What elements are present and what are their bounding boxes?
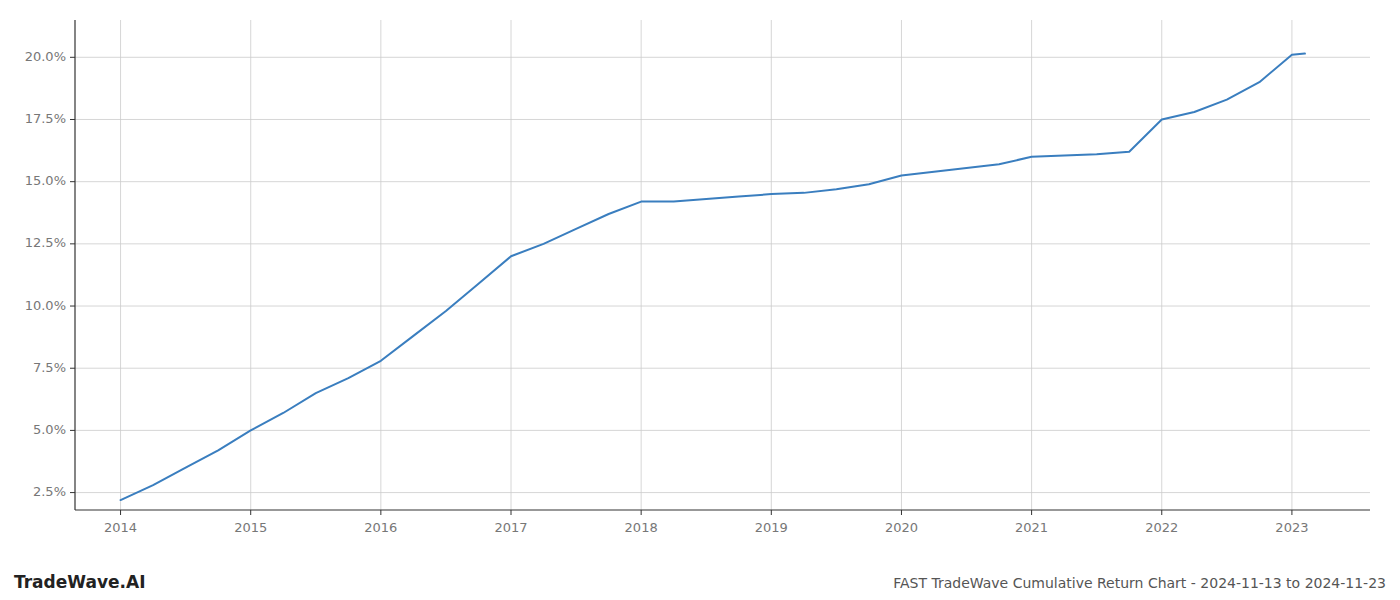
x-tick-label: 2015 [234,520,267,535]
y-tick [70,430,75,431]
y-tick [70,119,75,120]
x-tick-label: 2019 [755,520,788,535]
y-grid-line [75,368,1370,369]
x-tick [250,510,251,515]
y-tick-label: 12.5% [25,235,66,250]
axes: 2.5% 5.0% 7.5% 10.0% 12.5% 15.0% 17.5% 20.0% 201… [25,20,1370,535]
x-tick-label: 2016 [364,520,397,535]
y-grid-line [75,492,1370,493]
y-tick-label: 20.0% [25,49,66,64]
chart: 2.5% 5.0% 7.5% 10.0% 12.5% 15.0% 17.5% 20.0% 201… [0,0,1400,600]
x-grid-line [1161,20,1162,510]
x-grid-line [380,20,381,510]
x-tick-label: 2014 [104,520,137,535]
x-tick-label: 2022 [1145,520,1178,535]
x-grid-line [771,20,772,510]
y-grid-line [75,243,1370,244]
x-tick-label: 2020 [885,520,918,535]
x-grid-line [250,20,251,510]
y-tick-label: 17.5% [25,111,66,126]
plot-area [121,54,1305,500]
x-tick [380,510,381,515]
y-tick-label: 15.0% [25,173,66,188]
x-grid-line [901,20,902,510]
x-tick-label: 2017 [494,520,527,535]
x-tick-label: 2018 [625,520,658,535]
y-grid-line [75,306,1370,307]
x-tick [1291,510,1292,515]
y-tick-label: 7.5% [33,360,66,375]
x-tick [120,510,121,515]
x-tick [901,510,902,515]
x-tick-label: 2023 [1275,520,1308,535]
y-grid-line [75,181,1370,182]
x-grid-line [641,20,642,510]
line [121,54,1305,500]
x-grid-line [120,20,121,510]
x-tick [1161,510,1162,515]
y-tick [70,181,75,182]
y-tick-label: 5.0% [33,422,66,437]
x-tick [1031,510,1032,515]
y-tick [70,492,75,493]
grid [75,20,1370,510]
y-tick [70,368,75,369]
x-tick [771,510,772,515]
y-grid-line [75,119,1370,120]
y-grid-line [75,430,1370,431]
watermark: TradeWave.AI [14,572,145,592]
x-tick [641,510,642,515]
title: FAST TradeWave Cumulative Return Chart -… [893,575,1386,591]
y-tick [70,243,75,244]
x-tick [511,510,512,515]
x-grid-line [1031,20,1032,510]
y-tick [70,306,75,307]
y-tick [70,57,75,58]
y-tick-label: 10.0% [25,298,66,313]
x-grid-line [511,20,512,510]
y-tick-label: 2.5% [33,484,66,499]
x-tick-label: 2021 [1015,520,1048,535]
y-grid-line [75,57,1370,58]
x-axis-line [75,509,1370,510]
y-axis-line [74,20,75,510]
x-grid-line [1291,20,1292,510]
